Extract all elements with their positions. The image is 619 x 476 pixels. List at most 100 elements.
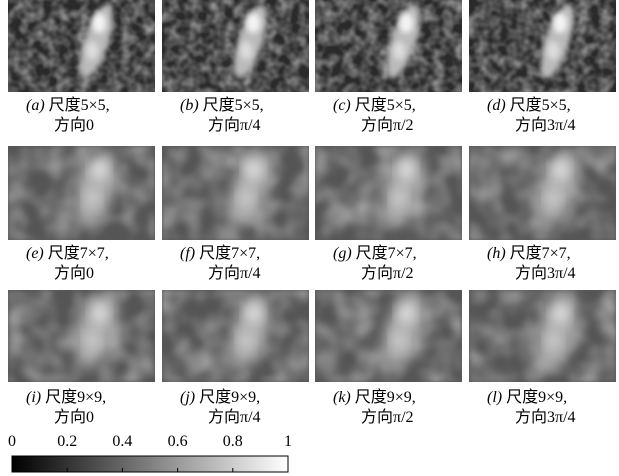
image-content	[162, 0, 309, 92]
image-texture	[8, 0, 155, 92]
image-content	[469, 289, 616, 382]
image-content	[8, 289, 155, 382]
highlight	[92, 160, 106, 180]
panel-label: (l)	[487, 389, 502, 406]
figure: (a)尺度5×5,方向0(b)尺度5×5,方向π/4(c)尺度5×5,方向π/2…	[0, 0, 619, 476]
panel-scale: 尺度7×7,	[510, 244, 571, 262]
caption-line: (g)尺度7×7,	[333, 244, 417, 262]
panel-label: (j)	[180, 389, 195, 406]
panel-direction: 方向3π/4	[515, 264, 576, 282]
highlight	[246, 303, 260, 323]
highlight	[86, 42, 98, 60]
panel-scale: 尺度7×7,	[48, 244, 109, 262]
panel-image	[8, 0, 155, 92]
panel-label: (a)	[26, 97, 45, 114]
panel-image	[469, 0, 616, 92]
panel-direction: 方向π/2	[361, 408, 414, 426]
highlight	[246, 13, 260, 33]
panel-scale: 尺度5×5,	[355, 96, 416, 114]
highlight	[553, 303, 567, 323]
panel-direction: 方向π/4	[208, 116, 261, 134]
image-content	[8, 0, 155, 92]
panel-scale: 尺度7×7,	[356, 244, 417, 262]
highlight	[399, 303, 413, 323]
image-content	[315, 0, 462, 92]
panel-direction: 方向π/2	[361, 264, 414, 282]
panel-image	[315, 0, 462, 92]
caption-line: (j) 尺度9×9,	[180, 388, 260, 406]
panel-scale: 尺度5×5,	[49, 96, 110, 114]
highlight	[553, 160, 567, 180]
caption-line: (i) 尺度9×9,	[26, 388, 106, 406]
highlight	[399, 13, 413, 33]
highlight	[86, 332, 98, 350]
image-content	[469, 0, 616, 92]
panel-image	[8, 289, 155, 382]
highlight	[92, 303, 106, 323]
image-content	[469, 145, 616, 240]
image-content	[162, 289, 309, 382]
caption-line: (b)尺度5×5,	[180, 96, 264, 114]
panel-image	[162, 0, 309, 92]
panel-label: (g)	[333, 245, 352, 262]
colorbar-tick-label: 1	[284, 433, 292, 450]
image-content	[162, 145, 309, 240]
panel-scale: 尺度5×5,	[510, 96, 571, 114]
panel-image	[469, 145, 616, 240]
highlight	[547, 42, 559, 60]
caption-line: (h)尺度7×7,	[487, 244, 571, 262]
image-content	[315, 289, 462, 382]
image-texture	[162, 0, 309, 92]
caption-line: (l) 尺度9×9,	[487, 388, 567, 406]
highlight	[240, 42, 252, 60]
highlight	[86, 189, 98, 207]
panel-direction: 方向0	[54, 116, 94, 134]
panel-label: (b)	[180, 97, 199, 114]
panel-direction: 方向π/2	[361, 116, 414, 134]
caption-line: (e)尺度7×7,	[26, 244, 109, 262]
highlight	[92, 13, 106, 33]
panel-direction: 方向3π/4	[515, 408, 576, 426]
caption-line: (c)尺度5×5,	[333, 96, 416, 114]
panel-direction: 方向0	[54, 264, 94, 282]
highlight	[240, 189, 252, 207]
panel-label: (c)	[333, 97, 351, 114]
highlight	[393, 189, 405, 207]
panel-direction: 方向π/4	[208, 264, 261, 282]
panel-label: (i)	[26, 389, 41, 406]
panel-image	[315, 145, 462, 240]
highlight	[246, 160, 260, 180]
panel-label: (e)	[26, 245, 44, 262]
panel-direction: 方向0	[54, 408, 94, 426]
panel-scale: 尺度9×9,	[45, 388, 106, 406]
panel-direction: 方向3π/4	[515, 116, 576, 134]
highlight	[399, 160, 413, 180]
panel-image	[162, 145, 309, 240]
panel-label: (h)	[487, 245, 506, 262]
panel-scale: 尺度7×7,	[199, 244, 260, 262]
panel-scale: 尺度9×9,	[355, 388, 416, 406]
image-texture	[315, 0, 462, 92]
highlight	[547, 189, 559, 207]
highlight	[393, 42, 405, 60]
image-texture	[469, 0, 616, 92]
colorbar-tick-label: 0.8	[223, 433, 243, 450]
panel-direction: 方向π/4	[208, 408, 261, 426]
panel-image	[315, 289, 462, 382]
panel-label: (d)	[487, 97, 506, 114]
caption-line: (a)尺度5×5,	[26, 96, 110, 114]
panel-scale: 尺度9×9,	[199, 388, 260, 406]
highlight	[240, 332, 252, 350]
panel-label: (k)	[333, 389, 351, 406]
colorbar-tick-label: 0	[8, 433, 16, 450]
highlight	[553, 13, 567, 33]
panel-image	[8, 145, 155, 240]
colorbar-tick-label: 0.6	[168, 433, 188, 450]
caption-line: (f) 尺度7×7,	[180, 244, 260, 262]
panel-image	[162, 289, 309, 382]
image-content	[315, 145, 462, 240]
panel-scale: 尺度9×9,	[506, 388, 567, 406]
highlight	[547, 332, 559, 350]
panel-label: (f)	[180, 245, 195, 262]
image-content	[8, 145, 155, 240]
